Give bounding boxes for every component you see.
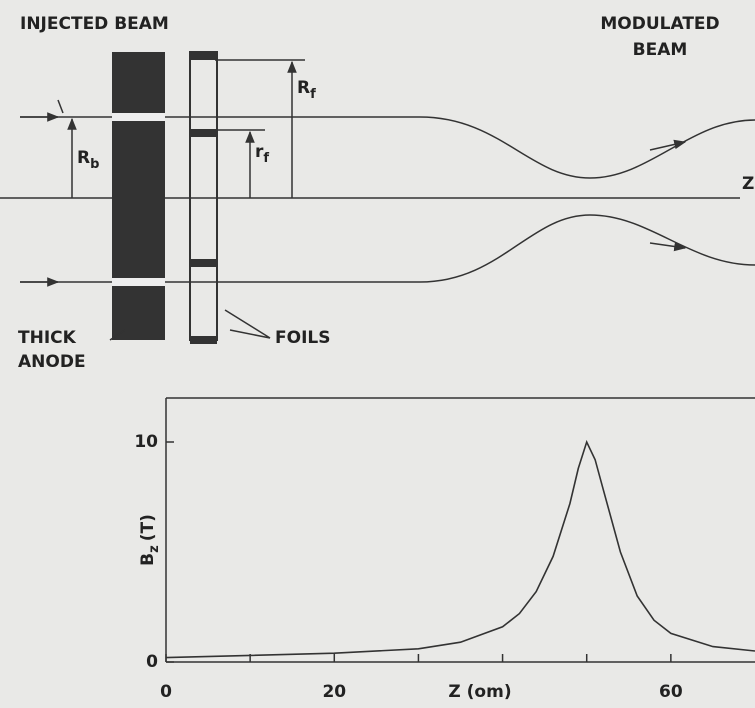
y-axis-label: B xyxy=(138,553,158,566)
label: THICK xyxy=(18,328,77,348)
leader xyxy=(229,329,271,339)
thick-anode xyxy=(112,52,165,340)
foil xyxy=(190,336,217,344)
leader xyxy=(57,99,64,114)
label: b xyxy=(90,157,99,172)
anode-gap xyxy=(112,113,165,121)
label: f xyxy=(263,151,269,166)
label: MODULATED xyxy=(600,14,719,34)
label: f xyxy=(310,87,316,102)
x-tick-label: 20 xyxy=(322,682,346,702)
label: Z xyxy=(742,174,754,194)
upper-beam xyxy=(20,116,755,179)
chart: Z (om) Bz (T) 0 20 60 0 10 xyxy=(134,397,755,702)
beam-diagram: INJECTED BEAM MODULATED BEAM THICK ANODE… xyxy=(0,14,755,372)
foil xyxy=(190,259,217,267)
leader xyxy=(109,329,126,341)
anode-gap xyxy=(112,278,165,286)
label: INJECTED BEAM xyxy=(20,14,169,34)
x-tick-label: 0 xyxy=(160,682,172,702)
y-axis-label: (T) xyxy=(138,514,158,541)
label: Rf xyxy=(297,78,316,102)
x-tick-label: 60 xyxy=(659,682,683,702)
foil xyxy=(190,129,217,137)
y-axis-label: z xyxy=(147,545,162,553)
y-tick-label: 10 xyxy=(134,432,158,452)
foil xyxy=(190,52,217,60)
label: ANODE xyxy=(18,352,86,372)
arrow xyxy=(649,241,687,252)
y-tick-label: 0 xyxy=(146,652,158,672)
label: R xyxy=(297,78,310,98)
data-line xyxy=(165,439,755,659)
label: R xyxy=(77,148,90,168)
foil-holder xyxy=(189,51,218,341)
label: rf xyxy=(255,142,269,166)
x-axis-label: Z (om) xyxy=(448,682,511,702)
arrow xyxy=(649,139,687,151)
leader xyxy=(224,309,271,339)
label: BEAM xyxy=(633,40,688,60)
label: r xyxy=(255,142,264,162)
label: FOILS xyxy=(275,328,330,348)
y-axis-label: Bz (T) xyxy=(138,514,162,566)
lower-beam xyxy=(20,214,755,283)
label: Rb xyxy=(77,148,99,172)
